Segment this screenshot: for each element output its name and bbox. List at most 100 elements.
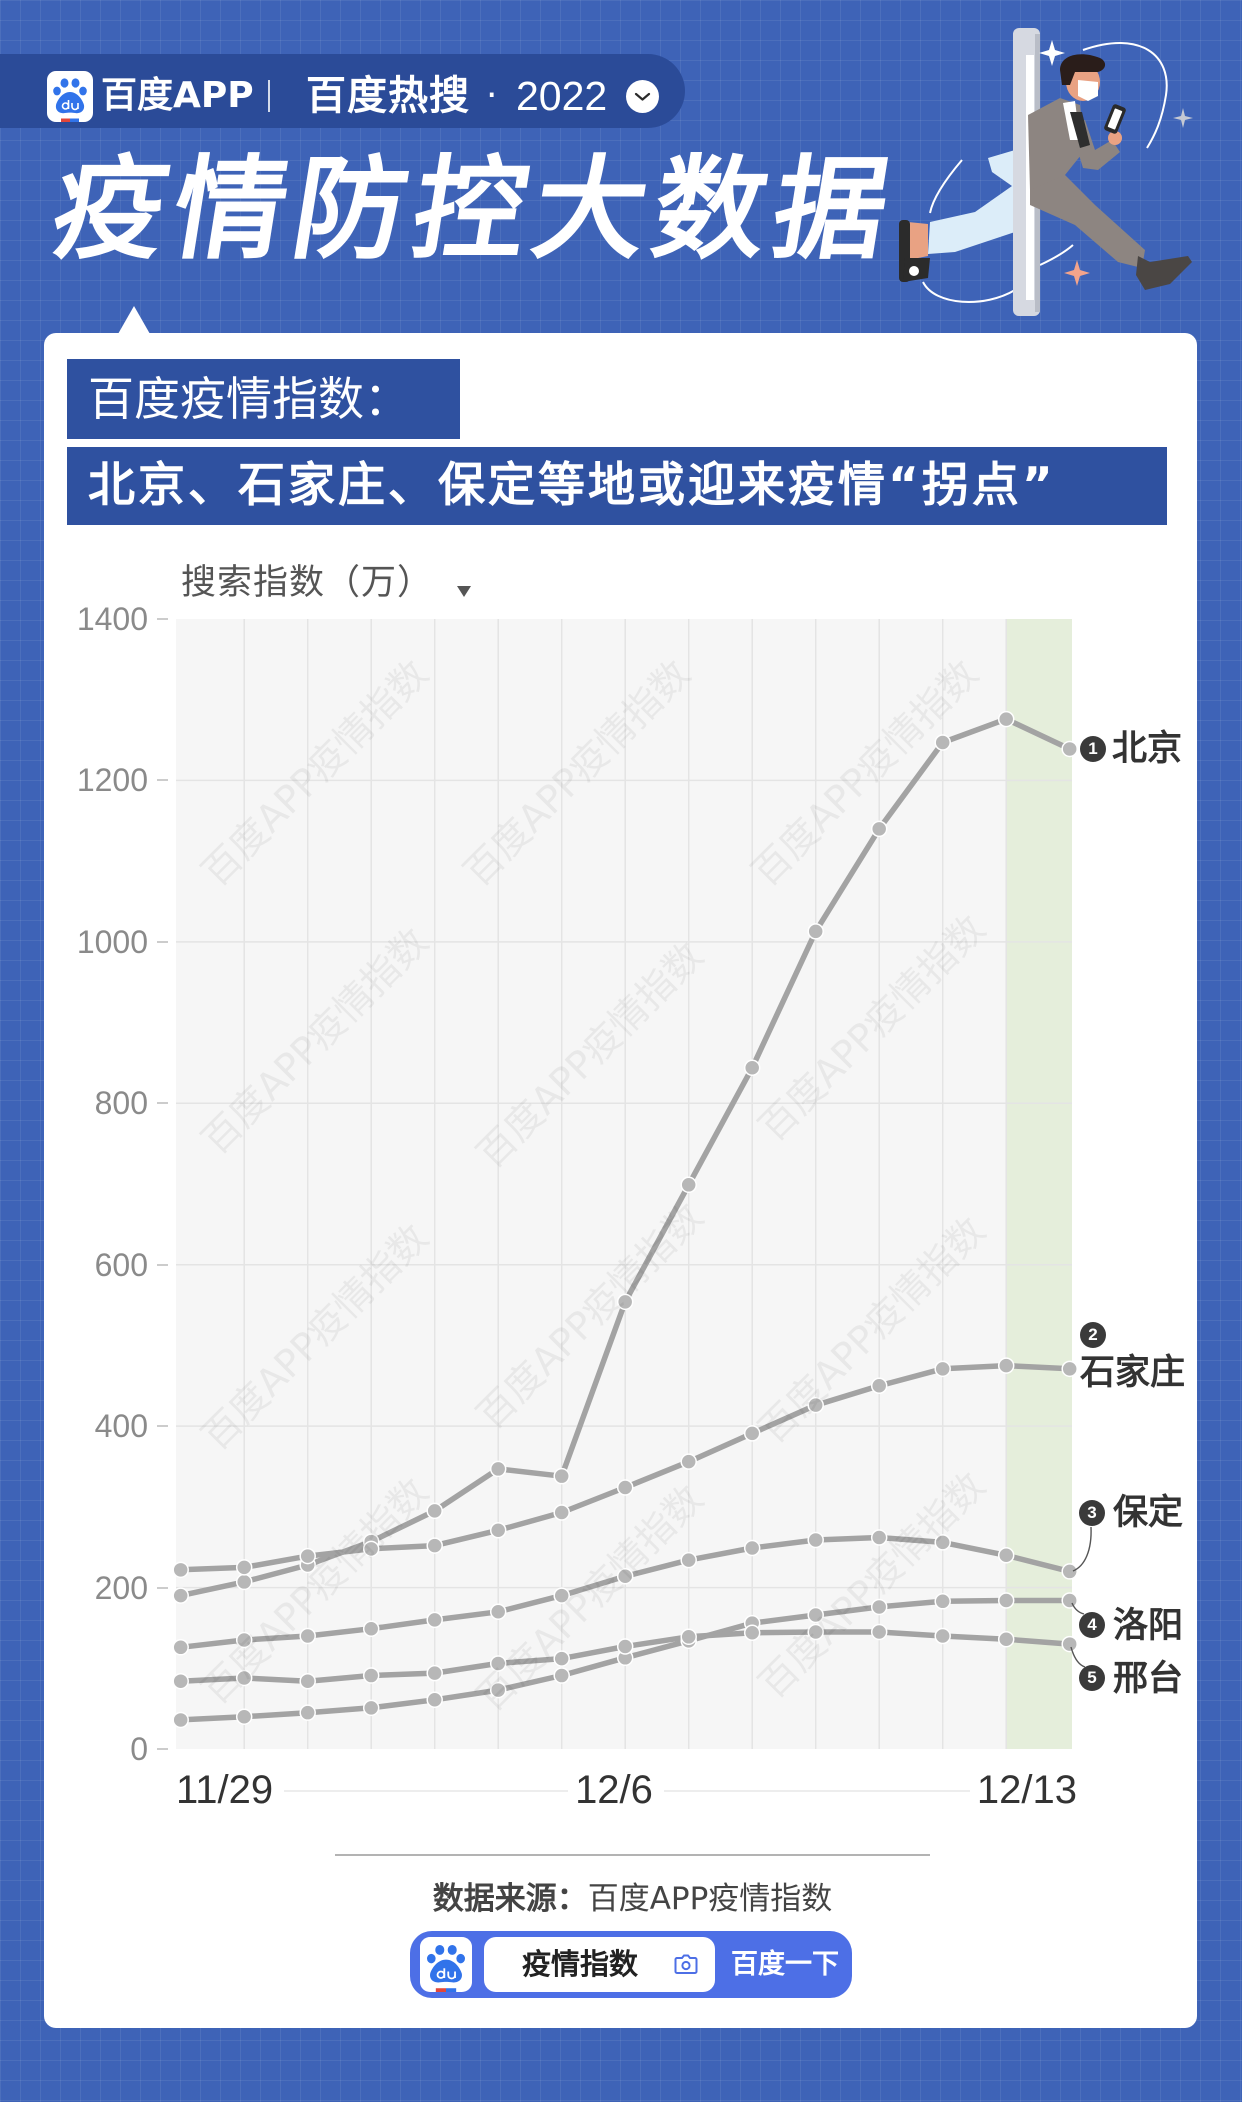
data-point — [489, 1681, 507, 1699]
data-point — [489, 1655, 507, 1672]
data-source: 数据来源：百度APP疫情指数 — [335, 1880, 930, 1918]
headline-banner: 北京、石家庄、保定等地或迎来疫情“拐点” — [67, 447, 1167, 525]
y-tick-mark — [157, 1748, 168, 1750]
x-tick-label: 12/6 — [575, 1768, 653, 1812]
data-point — [235, 1669, 253, 1687]
data-point — [870, 1377, 888, 1395]
y-tick-mark — [157, 940, 168, 943]
data-point — [997, 1547, 1015, 1564]
data-point — [934, 1360, 951, 1378]
search-bar: 疫情指数 百度一下 — [410, 1931, 852, 1998]
data-point — [934, 734, 951, 751]
data-point — [489, 1603, 507, 1621]
y-axis: 0 200 400 600 800 1000 1200 1400 — [0, 601, 176, 1767]
y-tick-label: 1200 — [76, 762, 148, 799]
data-point — [807, 1606, 824, 1624]
data-point — [997, 710, 1015, 728]
data-point — [934, 1593, 951, 1610]
data-point — [172, 1587, 189, 1604]
plot-area: 百度APP疫情指数 百度APP疫情指数 百度APP疫情指数 百度APP疫情指数 … — [172, 619, 1078, 1749]
data-point — [680, 1551, 697, 1569]
data-point — [172, 1561, 189, 1579]
watermark: 百度APP疫情指数 — [193, 1215, 437, 1459]
y-tick-label: 1400 — [76, 601, 148, 637]
data-point — [1061, 1635, 1078, 1653]
data-point — [426, 1537, 443, 1554]
kicker-banner: 百度疫情指数： — [67, 359, 460, 439]
data-point — [807, 1623, 824, 1641]
y-tick-label: 1000 — [76, 923, 148, 960]
data-point — [616, 1479, 634, 1496]
data-point — [997, 1592, 1015, 1609]
watermark: 百度APP疫情指数 — [455, 651, 699, 895]
header-separator: · — [486, 75, 498, 116]
y-tick-mark — [157, 1586, 168, 1589]
baidu-paw-logo-icon — [47, 71, 93, 122]
expand-button[interactable] — [626, 80, 659, 113]
y-tick-label: 200 — [94, 1569, 148, 1606]
watermark: 百度APP疫情指数 — [468, 933, 712, 1177]
y-tick-mark — [157, 779, 168, 782]
data-point — [997, 1357, 1015, 1374]
data-point — [1061, 1592, 1078, 1609]
search-button[interactable]: 百度一下 — [731, 1949, 839, 1980]
data-point — [616, 1638, 634, 1655]
y-axis-label: 搜索指数（万） — [181, 563, 434, 603]
series-rank-badge: 1 — [1080, 736, 1106, 762]
camera-icon[interactable] — [674, 1953, 698, 1975]
data-point — [680, 1176, 697, 1194]
series-label-beijing: 北京 — [1112, 729, 1183, 769]
headline-text: 北京、石家庄、保定等地或迎来疫情“拐点” — [88, 458, 1056, 513]
data-point — [426, 1611, 443, 1629]
data-point — [553, 1667, 570, 1684]
header-year: 2022 — [516, 73, 608, 119]
dropdown-triangle-icon — [457, 586, 471, 597]
watermark: 百度APP疫情指数 — [468, 1476, 712, 1720]
data-point — [235, 1631, 253, 1649]
data-point — [934, 1534, 951, 1551]
data-point — [870, 1598, 888, 1616]
data-point — [997, 1630, 1015, 1648]
data-point — [1061, 740, 1078, 758]
series-label-shijiazhuang: 石家庄 — [1080, 1353, 1186, 1393]
series-rank-badge: 4 — [1079, 1612, 1105, 1638]
line-chart — [172, 619, 1078, 1749]
data-point — [553, 1650, 570, 1667]
data-point — [616, 1293, 634, 1311]
label-connector-lines — [1070, 1526, 1092, 1668]
search-query-text: 疫情指数 — [522, 1947, 639, 1981]
search-input[interactable]: 疫情指数 — [484, 1937, 715, 1992]
y-tick-label: 0 — [130, 1731, 148, 1767]
data-point — [235, 1708, 253, 1725]
data-point — [743, 1539, 761, 1557]
data-point — [362, 1699, 380, 1717]
data-point — [616, 1568, 634, 1585]
data-point — [553, 1504, 570, 1521]
data-point — [743, 1624, 761, 1642]
kicker-text: 百度疫情指数： — [88, 372, 410, 426]
data-point — [553, 1467, 570, 1485]
y-tick-mark — [157, 1263, 168, 1266]
page-title: 疫情防控大数据 — [44, 145, 905, 275]
series-label-baoding: 保定 — [1113, 1493, 1184, 1533]
data-point — [680, 1453, 697, 1470]
man-walking-through-door-illustration-icon — [899, 28, 1193, 316]
data-point — [807, 1396, 824, 1414]
watermark: 百度APP疫情指数 — [750, 1208, 994, 1452]
data-source-label: 数据来源： — [432, 1881, 588, 1917]
data-point — [870, 820, 888, 838]
data-point — [299, 1672, 316, 1690]
y-tick-label: 800 — [94, 1085, 148, 1122]
data-point — [870, 1529, 888, 1546]
data-point — [1061, 1360, 1078, 1378]
data-point — [426, 1664, 443, 1682]
data-point — [934, 1627, 951, 1645]
y-tick-mark — [157, 1102, 168, 1105]
watermark: 百度APP疫情指数 — [193, 1469, 437, 1713]
data-point — [743, 1425, 761, 1442]
series-label-xingtai: 邢台 — [1113, 1659, 1184, 1699]
data-point — [299, 1547, 316, 1565]
series-rank-badge: 3 — [1079, 1500, 1105, 1526]
data-point — [299, 1704, 316, 1721]
card-notch — [118, 306, 150, 334]
